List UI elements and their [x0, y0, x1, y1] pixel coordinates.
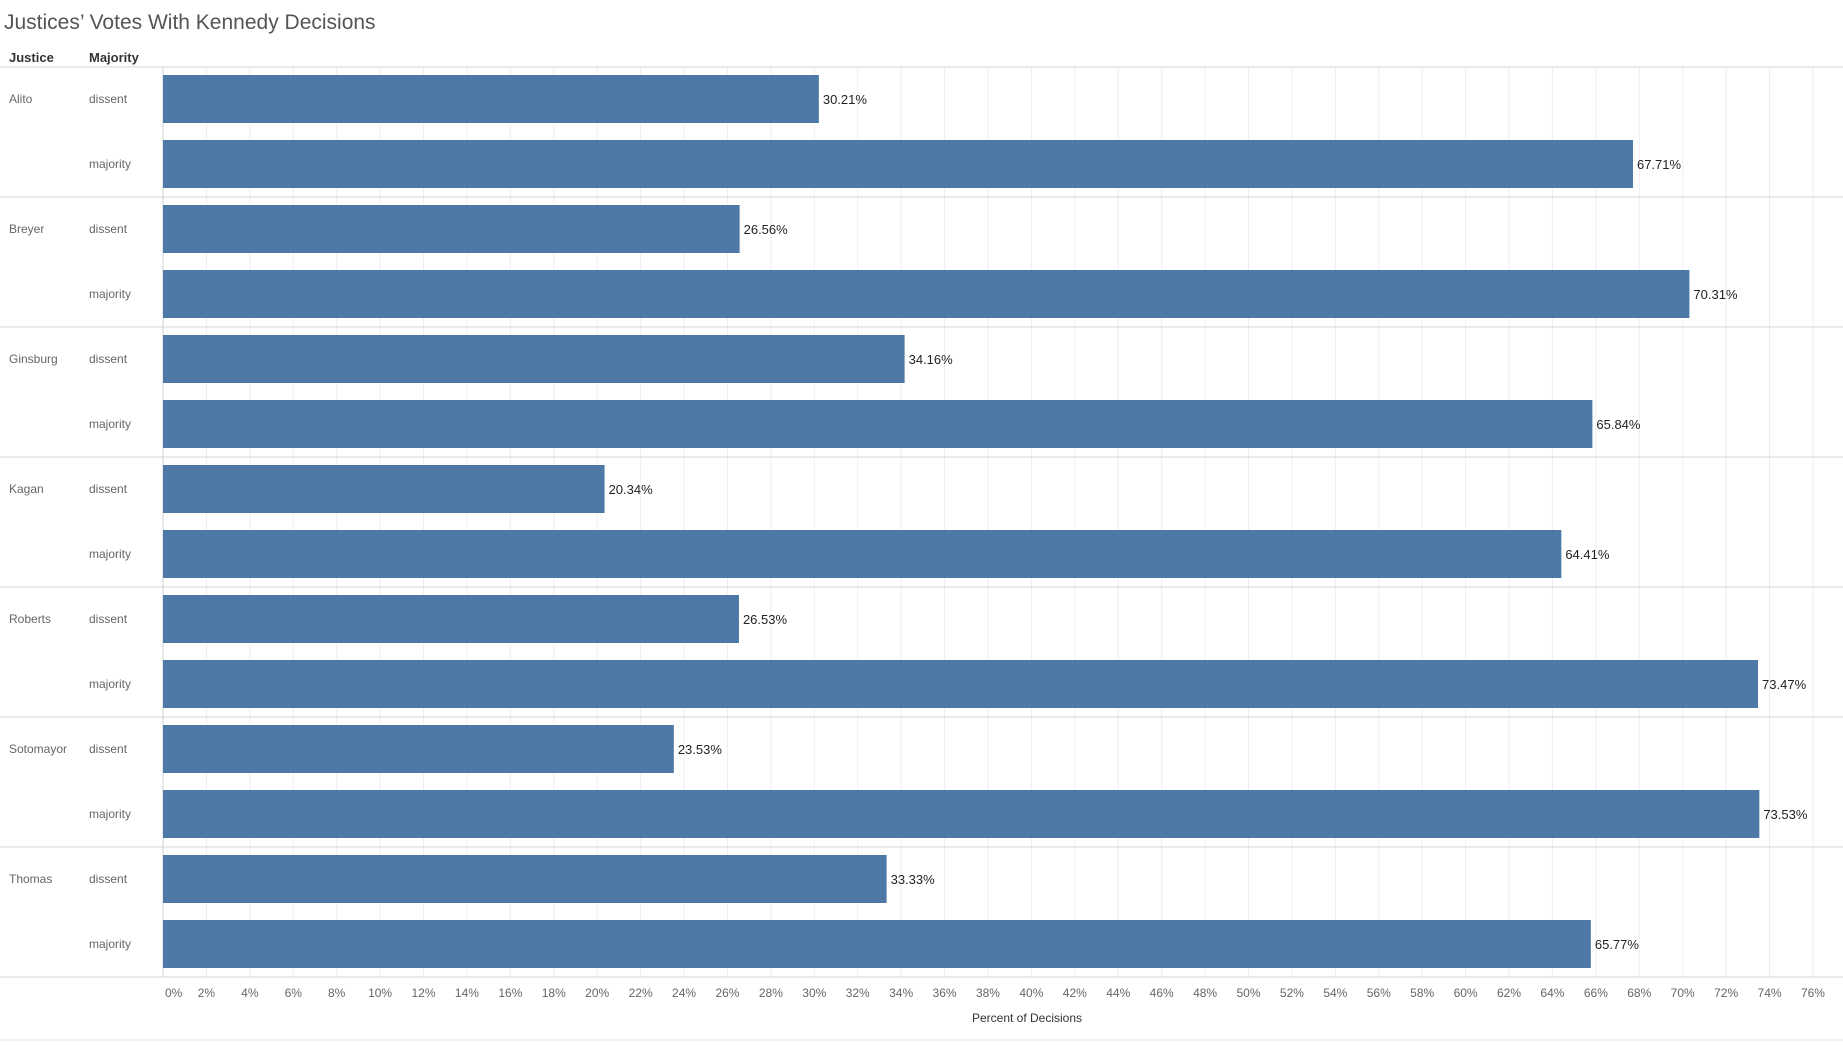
x-tick-label: 32%: [846, 986, 870, 1000]
majority-category-label: dissent: [89, 742, 128, 756]
bar-value-label: 34.16%: [909, 352, 954, 367]
chart-title: Justices’ Votes With Kennedy Decisions: [4, 11, 376, 34]
justice-label: Alito: [9, 92, 33, 106]
majority-category-label: dissent: [89, 222, 128, 236]
x-tick-label: 28%: [759, 986, 783, 1000]
x-tick-label: 74%: [1758, 986, 1782, 1000]
x-tick-label: 72%: [1714, 986, 1738, 1000]
x-tick-label: 56%: [1367, 986, 1391, 1000]
x-tick-label: 18%: [542, 986, 566, 1000]
majority-category-label: dissent: [89, 352, 128, 366]
bar-value-label: 67.71%: [1637, 157, 1682, 172]
row-dividers: [0, 66, 1843, 1041]
bar-value-label: 26.53%: [743, 612, 788, 627]
justice-label: Thomas: [9, 872, 52, 886]
x-tick-label: 26%: [715, 986, 739, 1000]
x-tick-label: 52%: [1280, 986, 1304, 1000]
majority-category-label: majority: [89, 287, 131, 301]
x-tick-label: 50%: [1236, 986, 1260, 1000]
majority-category-label: majority: [89, 547, 131, 561]
bar-sotomayor-dissent[interactable]: [163, 725, 674, 773]
bar-ginsburg-dissent[interactable]: [163, 335, 905, 383]
x-tick-label: 76%: [1801, 986, 1825, 1000]
bar-kagan-dissent[interactable]: [163, 465, 605, 513]
bar-thomas-majority[interactable]: [163, 920, 1591, 968]
x-tick-label: 64%: [1540, 986, 1564, 1000]
x-tick-label: 22%: [629, 986, 653, 1000]
x-tick-label: 48%: [1193, 986, 1217, 1000]
majority-category-label: majority: [89, 417, 131, 431]
majority-category-label: majority: [89, 677, 131, 691]
x-tick-label: 68%: [1627, 986, 1651, 1000]
justice-label: Breyer: [9, 222, 44, 236]
majority-category-label: majority: [89, 807, 131, 821]
justice-label: Ginsburg: [9, 352, 58, 366]
bar-value-label: 73.47%: [1762, 677, 1807, 692]
x-tick-label: 36%: [933, 986, 957, 1000]
bar-ginsburg-majority[interactable]: [163, 400, 1593, 448]
x-tick-label: 54%: [1323, 986, 1347, 1000]
x-tick-label: 4%: [241, 986, 259, 1000]
x-tick-label: 34%: [889, 986, 913, 1000]
bar-value-label: 73.53%: [1763, 807, 1808, 822]
x-tick-label: 16%: [498, 986, 522, 1000]
majority-category-label: dissent: [89, 872, 128, 886]
bar-roberts-dissent[interactable]: [163, 595, 739, 643]
bar-thomas-dissent[interactable]: [163, 855, 887, 903]
bar-value-label: 64.41%: [1565, 547, 1610, 562]
bar-value-label: 70.31%: [1693, 287, 1738, 302]
bar-value-label: 20.34%: [609, 482, 654, 497]
bar-value-label: 65.77%: [1595, 937, 1640, 952]
x-tick-label: 38%: [976, 986, 1000, 1000]
x-tick-label: 10%: [368, 986, 392, 1000]
row-labels: Alito dissent 30.21% majority 67.71% Breyer di…: [9, 92, 1808, 952]
column-header-justice[interactable]: Justice: [9, 50, 54, 65]
justice-label: Sotomayor: [9, 742, 67, 756]
x-tick-label: 70%: [1671, 986, 1695, 1000]
bar-roberts-majority[interactable]: [163, 660, 1759, 708]
bar-value-label: 33.33%: [891, 872, 936, 887]
bar-value-label: 30.21%: [823, 92, 868, 107]
x-tick-label: 44%: [1106, 986, 1130, 1000]
column-header-majority[interactable]: Majority: [89, 50, 139, 65]
majority-category-label: majority: [89, 157, 131, 171]
bar-value-label: 26.56%: [744, 222, 789, 237]
majority-category-label: dissent: [89, 482, 128, 496]
x-tick-label: 12%: [412, 986, 436, 1000]
justice-label: Roberts: [9, 612, 51, 626]
justice-label: Kagan: [9, 482, 44, 496]
x-tick-label: 24%: [672, 986, 696, 1000]
majority-category-label: dissent: [89, 612, 128, 626]
x-tick-label: 58%: [1410, 986, 1434, 1000]
bar-breyer-majority[interactable]: [163, 270, 1690, 318]
x-tick-label: 14%: [455, 986, 479, 1000]
bars: [163, 75, 1760, 968]
x-tick-label: 6%: [285, 986, 303, 1000]
x-tick-label: 8%: [328, 986, 346, 1000]
majority-category-label: majority: [89, 937, 131, 951]
x-axis: 0% 2% 4% 6% 8% 10% 12% 14% 16% 18% 20% 22% 24% 26% 28%…: [165, 986, 1825, 1000]
grid-lines: [162, 67, 1814, 977]
bar-breyer-dissent[interactable]: [163, 205, 740, 253]
x-tick-label: 60%: [1454, 986, 1478, 1000]
bar-value-label: 65.84%: [1596, 417, 1641, 432]
majority-category-label: dissent: [89, 92, 128, 106]
x-tick-label: 46%: [1150, 986, 1174, 1000]
bar-alito-dissent[interactable]: [163, 75, 819, 123]
x-axis-title: Percent of Decisions: [972, 1011, 1082, 1025]
bar-kagan-majority[interactable]: [163, 530, 1562, 578]
x-tick-label: 66%: [1584, 986, 1608, 1000]
bar-value-label: 23.53%: [678, 742, 723, 757]
x-tick-label: 0%: [165, 986, 183, 1000]
x-tick-label: 42%: [1063, 986, 1087, 1000]
bar-sotomayor-majority[interactable]: [163, 790, 1760, 838]
x-tick-label: 30%: [802, 986, 826, 1000]
x-tick-label: 62%: [1497, 986, 1521, 1000]
x-tick-label: 40%: [1019, 986, 1043, 1000]
x-tick-label: 2%: [198, 986, 216, 1000]
bar-alito-majority[interactable]: [163, 140, 1633, 188]
x-tick-label: 20%: [585, 986, 609, 1000]
